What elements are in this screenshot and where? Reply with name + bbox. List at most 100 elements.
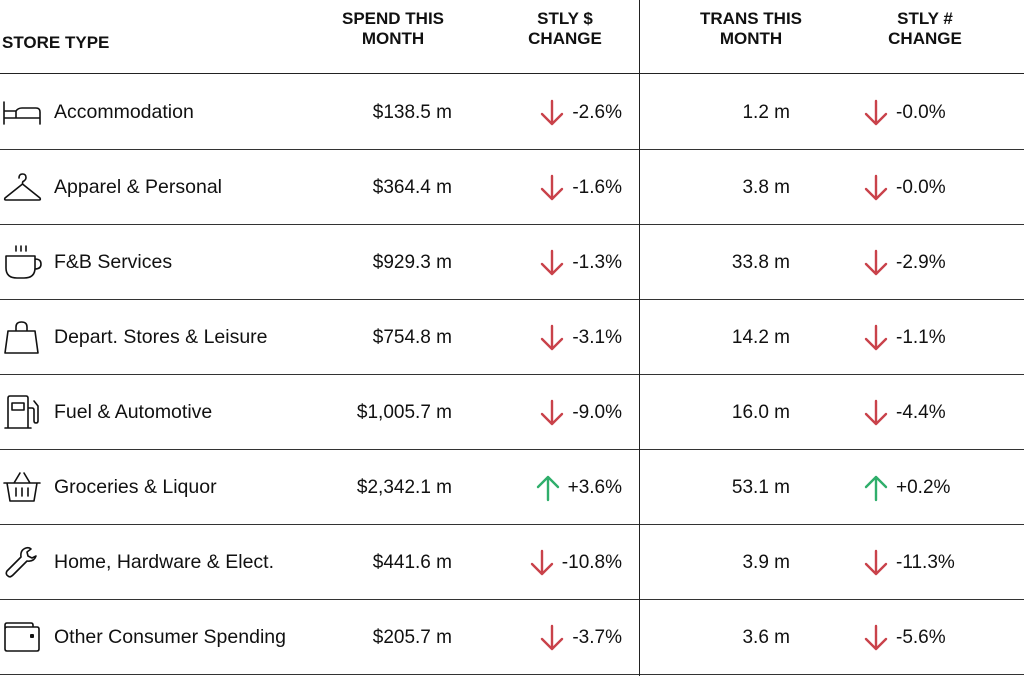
spend-value: $205.7 m <box>372 627 452 648</box>
stly-dollar-change: -2.6% <box>540 75 622 150</box>
arrow-down-icon <box>864 624 888 650</box>
stly-count-value: -2.9% <box>896 251 946 273</box>
spend-value: $138.5 m <box>372 102 452 123</box>
stly-count-change: -0.0% <box>864 75 946 150</box>
stly-count-value: -11.3% <box>896 551 955 573</box>
store-type-label: Fuel & Automotive <box>54 401 213 423</box>
arrow-down-icon <box>541 399 564 425</box>
header-store-type: STORE TYPE <box>2 33 110 52</box>
stly-count-change: -4.4% <box>864 375 946 450</box>
store-type-label: Other Consumer Spending <box>54 626 286 648</box>
stly-dollar-value: +3.6% <box>567 476 622 498</box>
table-row: Apparel & Personal $364.4 m -1.6% 3.8 m -0.0… <box>0 150 1024 225</box>
wrench-icon <box>2 544 42 580</box>
stly-dollar-value: -2.6% <box>572 101 622 123</box>
trans-value: 3.8 m <box>742 177 790 198</box>
stly-dollar-value: -3.1% <box>572 326 622 348</box>
trans-value: 3.9 m <box>742 552 790 573</box>
stly-dollar-change: -10.8% <box>530 525 622 600</box>
stly-count-value: -5.6% <box>896 626 946 648</box>
arrow-down-icon <box>864 549 888 575</box>
stly-count-change: -11.3% <box>864 525 955 600</box>
stly-dollar-change: -9.0% <box>540 375 622 450</box>
header-trans-line1: TRANS THIS <box>700 9 802 28</box>
arrow-down-icon <box>864 174 888 200</box>
table-header: STORE TYPE SPEND THIS MONTH STLY $ CHANG… <box>0 0 1024 74</box>
basket-icon <box>2 469 42 505</box>
table-row: Accommodation $138.5 m -2.6% 1.2 m -0.0% <box>0 75 1024 150</box>
trans-value: 33.8 m <box>731 252 790 273</box>
stly-dollar-change: -3.1% <box>540 300 622 375</box>
arrow-up-icon <box>536 475 559 501</box>
store-type-label: Depart. Stores & Leisure <box>54 326 268 348</box>
stly-count-value: +0.2% <box>896 476 951 498</box>
fuel-pump-icon <box>2 394 42 430</box>
spend-value: $2,342.1 m <box>356 477 452 498</box>
wallet-icon <box>2 619 42 655</box>
header-spend-line1: SPEND THIS <box>341 9 445 28</box>
trans-value: 16.0 m <box>731 402 790 423</box>
header-stly-dollar-line2: CHANGE <box>528 29 602 48</box>
table-row: Fuel & Automotive $1,005.7 m -9.0% 16.0 m -4… <box>0 375 1024 450</box>
store-type-label: Accommodation <box>54 101 194 123</box>
arrow-down-icon <box>541 624 564 650</box>
spend-value: $754.8 m <box>372 327 452 348</box>
header-spend-line2: MONTH <box>361 29 425 48</box>
table-row: Groceries & Liquor $2,342.1 m +3.6% 53.1 m +… <box>0 450 1024 525</box>
shopping-bag-icon <box>2 319 42 355</box>
stly-dollar-change: -1.6% <box>540 150 622 225</box>
trans-value: 53.1 m <box>731 477 790 498</box>
header-spend-this-month: SPEND THIS MONTH <box>318 9 468 49</box>
store-type-label: Home, Hardware & Elect. <box>54 551 274 573</box>
arrow-down-icon <box>541 249 564 275</box>
table-row: F&B Services $929.3 m -1.3% 33.8 m -2.9% <box>0 225 1024 300</box>
stly-count-change: -5.6% <box>864 600 946 675</box>
arrow-down-icon <box>530 549 553 575</box>
trans-value: 14.2 m <box>731 327 790 348</box>
column-divider <box>639 0 640 676</box>
stly-dollar-value: -1.6% <box>572 176 622 198</box>
spend-value: $364.4 m <box>372 177 452 198</box>
header-stly-count-change: STLY # CHANGE <box>850 9 1000 49</box>
spend-value: $441.6 m <box>372 552 452 573</box>
header-trans-line2: MONTH <box>719 29 783 48</box>
arrow-down-icon <box>541 99 564 125</box>
table-row: Other Consumer Spending $205.7 m -3.7% 3.6 … <box>0 600 1024 675</box>
header-stly-dollar-line1: STLY $ <box>537 9 593 28</box>
store-type-label: Groceries & Liquor <box>54 476 217 498</box>
stly-count-value: -1.1% <box>896 326 946 348</box>
table-row: Home, Hardware & Elect. $441.6 m -10.8% 3.9… <box>0 525 1024 600</box>
header-stly-dollar-change: STLY $ CHANGE <box>490 9 640 49</box>
stly-count-value: -0.0% <box>896 101 946 123</box>
arrow-down-icon <box>864 249 888 275</box>
stly-dollar-change: +3.6% <box>536 450 622 525</box>
table-row: Depart. Stores & Leisure $754.8 m -3.1% 14.… <box>0 300 1024 375</box>
arrow-down-icon <box>864 399 888 425</box>
arrow-down-icon <box>864 99 888 125</box>
stly-count-value: -4.4% <box>896 401 946 423</box>
spend-value: $929.3 m <box>372 252 452 273</box>
stly-dollar-value: -3.7% <box>572 626 622 648</box>
store-type-label: F&B Services <box>54 251 173 273</box>
spend-value: $1,005.7 m <box>356 402 452 423</box>
trans-value: 1.2 m <box>742 102 790 123</box>
header-stly-count-line1: STLY # <box>897 9 953 28</box>
arrow-down-icon <box>541 174 564 200</box>
trans-value: 3.6 m <box>742 627 790 648</box>
stly-dollar-change: -3.7% <box>540 600 622 675</box>
stly-count-change: -0.0% <box>864 150 946 225</box>
stly-count-change: -2.9% <box>864 225 946 300</box>
stly-dollar-value: -1.3% <box>572 251 622 273</box>
stly-count-value: -0.0% <box>896 176 946 198</box>
arrow-down-icon <box>541 324 564 350</box>
stly-count-change: -1.1% <box>864 300 946 375</box>
stly-dollar-value: -10.8% <box>561 551 622 573</box>
arrow-up-icon <box>864 475 888 501</box>
bed-icon <box>2 94 42 130</box>
header-stly-count-line2: CHANGE <box>888 29 962 48</box>
arrow-down-icon <box>864 324 888 350</box>
hanger-icon <box>2 169 42 205</box>
store-type-label: Apparel & Personal <box>54 176 223 198</box>
header-trans-this-month: TRANS THIS MONTH <box>676 9 826 49</box>
